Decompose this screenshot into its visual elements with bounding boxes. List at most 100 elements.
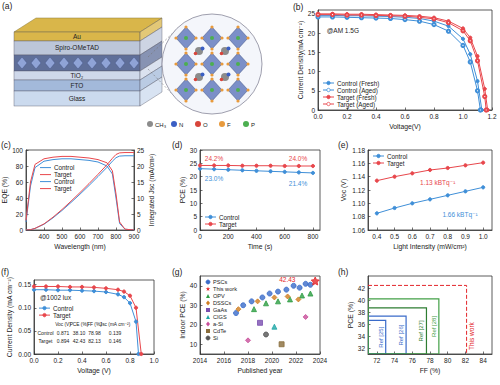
svg-text:25: 25 [190, 160, 198, 167]
svg-text:0.146: 0.146 [109, 338, 122, 344]
svg-text:0.2: 0.2 [53, 357, 62, 364]
svg-text:Control: Control [37, 330, 53, 336]
svg-text:Time (s): Time (s) [248, 243, 273, 251]
svg-text:20: 20 [308, 30, 316, 37]
svg-text:0.6: 0.6 [101, 357, 110, 364]
svg-text:0: 0 [193, 227, 197, 234]
svg-text:82.13: 82.13 [88, 338, 101, 344]
svg-text:600: 600 [279, 233, 290, 240]
svg-text:1.0: 1.0 [149, 357, 158, 364]
svg-text:1.08: 1.08 [352, 213, 365, 220]
svg-text:5: 5 [137, 211, 141, 218]
svg-text:30: 30 [190, 147, 198, 154]
svg-text:20: 20 [190, 173, 198, 180]
svg-text:Light Intensity (mW/cm²): Light Intensity (mW/cm²) [393, 243, 467, 251]
svg-text:Current Density(mA cm⁻²): Current Density(mA cm⁻²) [297, 21, 305, 99]
svg-text:40: 40 [16, 195, 24, 202]
svg-text:1.06: 1.06 [352, 227, 365, 234]
svg-text:1.0: 1.0 [458, 113, 467, 120]
svg-text:400: 400 [39, 233, 50, 240]
svg-text:DSSCs: DSSCs [213, 300, 232, 306]
svg-text:0.871: 0.871 [57, 330, 70, 336]
svg-text:(h): (h) [338, 267, 349, 277]
svg-text:20: 20 [16, 211, 24, 218]
svg-text:0.894: 0.894 [57, 338, 70, 344]
svg-text:N: N [179, 122, 183, 128]
svg-text:Voc (V): Voc (V) [340, 179, 348, 201]
svg-text:Si: Si [213, 335, 218, 341]
svg-text:38.10: 38.10 [73, 330, 86, 336]
svg-text:0.8: 0.8 [429, 113, 438, 120]
svg-text:PCE (%): PCE (%) [179, 177, 187, 203]
svg-text:0.9: 0.9 [461, 233, 470, 240]
svg-text:0.2: 0.2 [342, 113, 351, 120]
svg-text:0.8: 0.8 [125, 357, 134, 364]
svg-text:1.16: 1.16 [352, 160, 365, 167]
svg-text:Target: Target [39, 338, 54, 344]
svg-text:(b): (b) [293, 2, 304, 12]
svg-text:Target (Aged): Target (Aged) [337, 101, 375, 109]
svg-text:32: 32 [358, 345, 366, 352]
svg-text:EQE (%): EQE (%) [1, 177, 9, 204]
svg-text:500: 500 [57, 233, 68, 240]
svg-text:0.7: 0.7 [425, 233, 434, 240]
svg-text:(c): (c) [1, 140, 11, 150]
svg-text:10: 10 [190, 200, 198, 207]
svg-text:FTO: FTO [71, 82, 84, 89]
svg-text:80: 80 [444, 357, 452, 364]
svg-text:25: 25 [308, 10, 316, 17]
svg-text:10: 10 [137, 195, 145, 202]
svg-text:2022: 2022 [289, 357, 304, 364]
svg-text:40: 40 [358, 297, 366, 304]
svg-text:76: 76 [409, 357, 417, 364]
svg-text:78: 78 [426, 357, 434, 364]
svg-text:1.66 kBTq⁻¹: 1.66 kBTq⁻¹ [442, 211, 478, 219]
svg-text:0: 0 [19, 227, 23, 234]
svg-text:0.4: 0.4 [77, 357, 86, 364]
svg-text:1.0: 1.0 [479, 233, 488, 240]
svg-text:0.05: 0.05 [18, 327, 31, 334]
svg-text:TiO₂: TiO₂ [71, 72, 84, 79]
svg-text:74: 74 [391, 357, 399, 364]
svg-text:FF (%): FF (%) [420, 367, 441, 375]
svg-text:30: 30 [190, 302, 198, 309]
svg-text:P: P [251, 122, 255, 128]
svg-text:2020: 2020 [265, 357, 280, 364]
svg-text:20: 20 [190, 321, 198, 328]
svg-text:1.10: 1.10 [352, 200, 365, 207]
svg-text:Target: Target [53, 312, 71, 320]
svg-text:800: 800 [111, 233, 122, 240]
svg-text:OPV: OPV [213, 293, 225, 299]
svg-text:Control: Control [53, 305, 73, 312]
svg-text:200: 200 [223, 233, 234, 240]
svg-text:CIGS: CIGS [213, 314, 227, 320]
svg-text:Ref [26]: Ref [26] [398, 324, 404, 345]
svg-text:@AM 1.5G: @AM 1.5G [327, 27, 359, 34]
svg-text:82: 82 [462, 357, 470, 364]
svg-text:Ref [28]: Ref [28] [431, 316, 437, 337]
svg-text:15: 15 [137, 179, 145, 186]
svg-text:15: 15 [190, 187, 198, 194]
svg-text:Indoor PCE (%): Indoor PCE (%) [179, 291, 187, 339]
svg-text:0.4: 0.4 [371, 113, 380, 120]
svg-text:Ref [25]: Ref [25] [378, 326, 384, 347]
svg-text:5: 5 [311, 87, 315, 94]
svg-text:Spiro-OMeTAD: Spiro-OMeTAD [55, 44, 99, 52]
svg-text:a-Si: a-Si [213, 321, 223, 327]
svg-text:42.43: 42.43 [73, 338, 86, 344]
svg-text:36: 36 [358, 321, 366, 328]
svg-text:0.6: 0.6 [400, 113, 409, 120]
svg-text:CH₃: CH₃ [155, 122, 167, 128]
svg-text:10: 10 [308, 68, 316, 75]
svg-text:Au: Au [73, 33, 81, 40]
svg-text:(g): (g) [172, 267, 183, 277]
svg-text:1.12: 1.12 [352, 187, 365, 194]
svg-text:900: 900 [129, 233, 140, 240]
svg-text:42.43: 42.43 [279, 276, 296, 283]
svg-text:PCE (%): PCE (%) [347, 302, 355, 328]
svg-text:Wavelength (nm): Wavelength (nm) [54, 243, 106, 251]
svg-text:PSCs: PSCs [213, 279, 228, 285]
svg-text:5: 5 [193, 213, 197, 220]
svg-text:Voltage (V): Voltage (V) [77, 367, 111, 375]
svg-text:40: 40 [190, 282, 198, 289]
